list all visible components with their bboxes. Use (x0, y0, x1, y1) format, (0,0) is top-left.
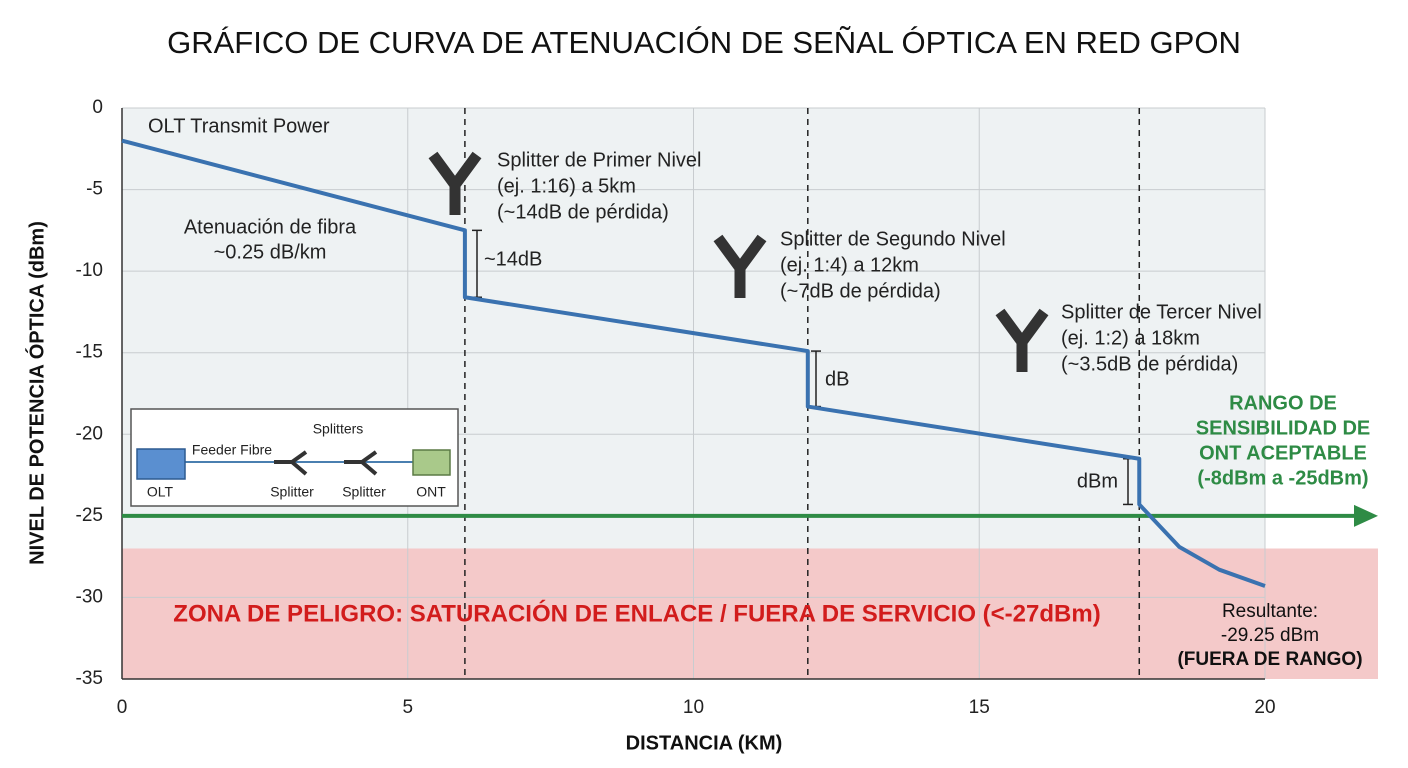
y-tick-label: -5 (86, 179, 103, 200)
inset-diagram: Feeder Fibre Splitters OLT Splitter Splitter… (130, 408, 459, 507)
splitter-glyph (344, 450, 378, 476)
annotation: SENSIBILIDAD DE (1196, 417, 1370, 439)
sensitivity-arrow (1354, 504, 1378, 527)
y-tick-label: -10 (76, 260, 103, 281)
splitter-glyph (274, 450, 308, 476)
annotation: (FUERA DE RANGO) (1177, 649, 1362, 670)
annotation: (ej. 1:16) a 5km (497, 175, 636, 197)
annotation: Resultante: (1222, 601, 1318, 622)
x-axis-label: DISTANCIA (KM) (626, 732, 783, 754)
annotation: (-8dBm a -25dBm) (1197, 467, 1368, 489)
annotation: Splitter de Tercer Nivel (1061, 301, 1262, 323)
annotation: ONT ACEPTABLE (1199, 442, 1367, 464)
x-tick-label: 10 (683, 697, 704, 718)
annotation: dB (825, 368, 849, 390)
annotation: ZONA DE PELIGRO: SATURACIÓN DE ENLACE / … (173, 599, 1100, 627)
inset-label: Splitters (313, 421, 364, 437)
inset-label: OLT (147, 484, 174, 500)
annotation: (~14dB de pérdida) (497, 201, 669, 223)
y-axis-label: NIVEL DE POTENCIA ÓPTICA (dBm) (24, 221, 48, 565)
y-tick-label: -15 (76, 342, 103, 363)
danger-zone (122, 548, 1378, 679)
annotation: Splitter de Segundo Nivel (780, 228, 1006, 250)
inset-label: ONT (416, 484, 446, 500)
splitter-icon (995, 308, 1049, 372)
inset-label: Splitter (270, 484, 314, 500)
annotation: dBm (1077, 470, 1118, 492)
annotation: OLT Transmit Power (148, 115, 330, 137)
annotation: RANGO DE (1229, 392, 1337, 414)
x-tick-label: 20 (1254, 697, 1275, 718)
splitter-icon (428, 151, 482, 215)
inset-label: Feeder Fibre (192, 442, 272, 458)
y-tick-label: -25 (76, 505, 103, 526)
olt-icon (136, 448, 186, 480)
y-tick-label: 0 (92, 97, 103, 118)
annotation: (ej. 1:4) a 12km (780, 254, 919, 276)
attenuation-line (121, 138, 1266, 588)
inset-label: Splitter (342, 484, 386, 500)
y-tick-label: -30 (76, 586, 103, 607)
annotation: -29.25 dBm (1221, 625, 1319, 646)
annotation: (ej. 1:2) a 18km (1061, 327, 1200, 349)
annotation: Atenuación de fibra (184, 216, 357, 238)
annotation: (~7dB de pérdida) (780, 280, 941, 302)
annotation: ~0.25 dB/km (214, 241, 327, 263)
y-tick-label: -20 (76, 423, 103, 444)
splitter-icon (713, 234, 767, 298)
x-tick-label: 0 (117, 697, 128, 718)
x-tick-label: 5 (402, 697, 413, 718)
annotation: ~14dB (484, 248, 542, 270)
ont-icon (412, 449, 451, 476)
annotation: (~3.5dB de pérdida) (1061, 353, 1238, 375)
y-tick-label: -35 (76, 668, 103, 689)
annotation: Splitter de Primer Nivel (497, 149, 702, 171)
x-tick-label: 15 (969, 697, 990, 718)
chart-title: GRÁFICO DE CURVA DE ATENUACIÓN DE SEÑAL … (167, 25, 1241, 60)
